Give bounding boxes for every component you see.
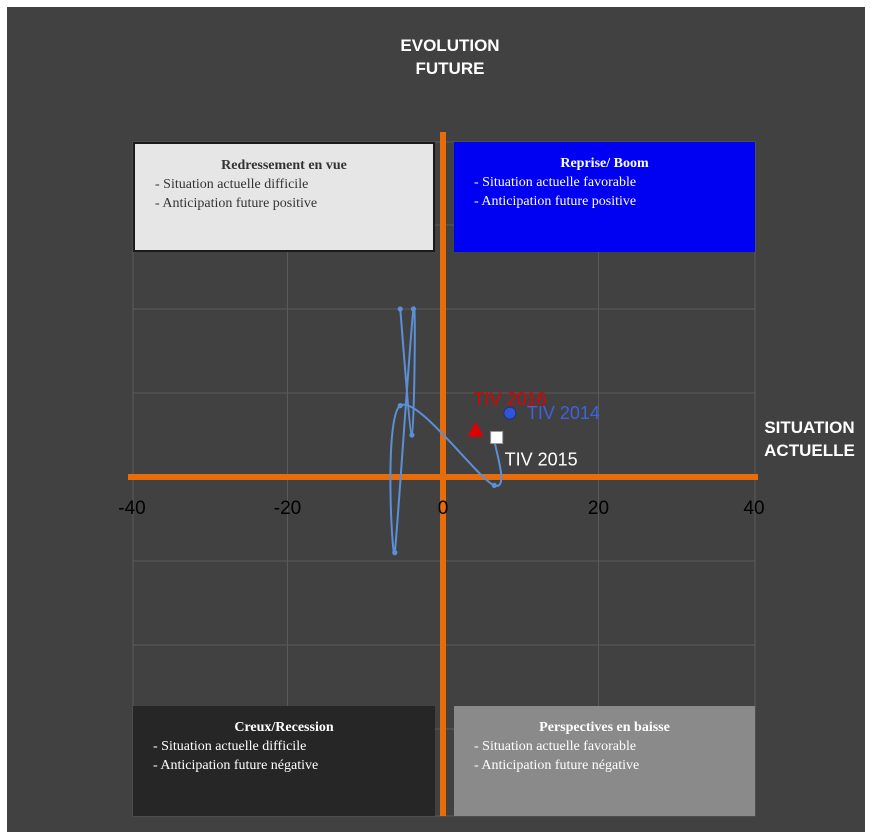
marker-label: TIV 2016	[474, 389, 547, 409]
quadrant-title: Reprise/ Boom	[560, 156, 649, 171]
quadrant-line: - Anticipation future négative	[474, 758, 640, 773]
y-axis-title-line-1: EVOLUTION	[400, 36, 500, 55]
x-tick-label: 20	[588, 498, 609, 519]
quadrant-line: - Situation actuelle difficile	[155, 177, 309, 192]
quadrant-line: - Anticipation future positive	[474, 194, 637, 209]
x-tick-label: -40	[118, 498, 145, 519]
y-axis-title: EVOLUTION FUTURE	[370, 34, 530, 80]
marker-tiv-2014	[503, 406, 517, 420]
x-axis-title-line-2: ACTUELLE	[764, 441, 855, 460]
quadrant-line: - Situation actuelle favorable	[474, 175, 637, 190]
trajectory-point	[397, 306, 403, 312]
trajectory-point	[397, 403, 403, 409]
x-axis-title-line-1: SITUATION	[764, 418, 855, 437]
trajectory-point	[392, 550, 398, 556]
quadrant-perspectives-baisse: Perspectives en baisse - Situation actue…	[454, 706, 755, 816]
marker-tiv-2016	[467, 421, 484, 437]
x-axis-title: SITUATION ACTUELLE	[748, 416, 871, 462]
y-axis-title-line-2: FUTURE	[415, 59, 485, 78]
trajectory-point	[491, 482, 497, 488]
quadrant-line: - Anticipation future positive	[155, 196, 318, 211]
quadrant-title: Redressement en vue	[221, 158, 347, 173]
x-tick-label: 0	[438, 498, 449, 519]
quadrant-line: - Anticipation future négative	[153, 758, 319, 773]
x-tick-label: 40	[743, 498, 764, 519]
highlight-markers: TIV 2014 TIV 2015 TIV 2016	[467, 389, 600, 470]
marker-label: TIV 2014	[527, 403, 600, 423]
quadrant-reprise-boom: Reprise/ Boom - Situation actuelle favor…	[454, 142, 755, 252]
quadrant-creux-recession: Creux/Recession - Situation actuelle dif…	[133, 706, 435, 816]
trajectory-point	[409, 432, 415, 438]
trajectory-series	[389, 306, 503, 556]
quadrant-redressement: Redressement en vue - Situation actuelle…	[133, 142, 435, 252]
quadrant-title: Creux/Recession	[234, 720, 334, 735]
axes	[128, 132, 758, 816]
tick-labels: -40 -20 0 20 40	[118, 498, 764, 519]
x-tick-label: -20	[274, 498, 301, 519]
quadrant-title: Perspectives en baisse	[539, 720, 670, 735]
marker-label: TIV 2015	[505, 450, 578, 470]
quadrant-line: - Situation actuelle difficile	[153, 739, 307, 754]
trajectory-point	[410, 306, 417, 312]
quadrant-line: - Situation actuelle favorable	[474, 739, 637, 754]
marker-tiv-2015	[490, 431, 504, 445]
